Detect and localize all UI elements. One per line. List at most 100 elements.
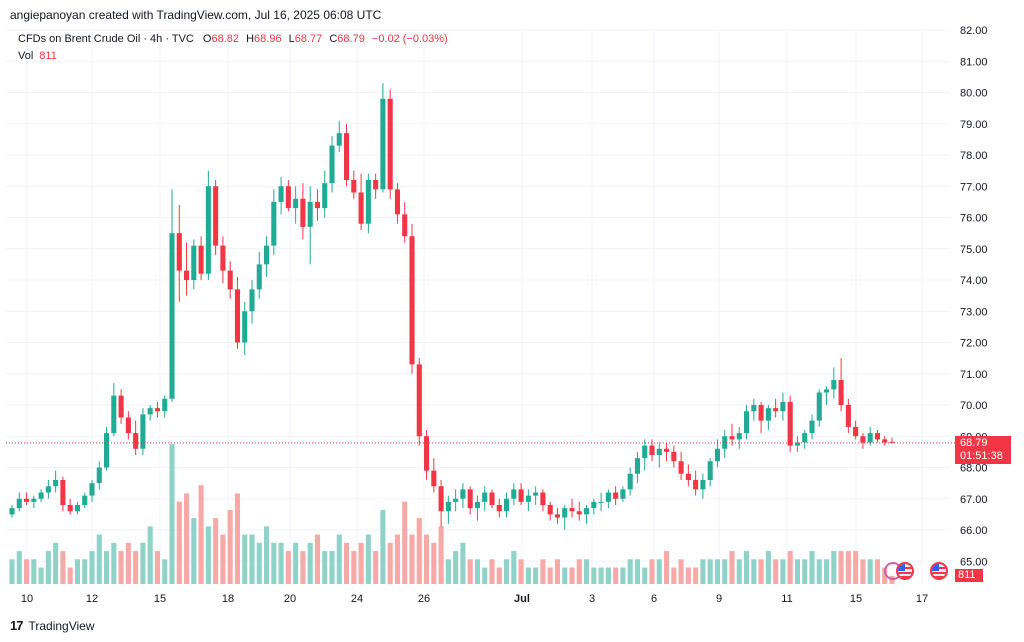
candle-body xyxy=(285,186,291,209)
candle-body xyxy=(671,451,677,462)
candle-body xyxy=(394,189,400,215)
time-tick-label: 9 xyxy=(716,593,722,605)
candle-body xyxy=(831,380,837,390)
candle-body xyxy=(533,492,539,496)
candle-body xyxy=(627,473,633,490)
time-tick-label: 15 xyxy=(154,593,166,605)
price-tick-label: 66.00 xyxy=(960,525,988,537)
price-axis: 82.00 81.00 80.00 79.00 78.00 77.00 76.00 75.00… xyxy=(960,25,988,568)
candle-body xyxy=(824,389,830,393)
volume-bar xyxy=(714,559,720,584)
volume-bar xyxy=(67,567,73,584)
volume-bar xyxy=(322,551,328,584)
volume-bar xyxy=(569,567,575,584)
candle-body xyxy=(314,201,320,209)
candle-body xyxy=(773,408,779,412)
candle-body xyxy=(191,245,197,280)
candle-body xyxy=(765,408,771,421)
candle-body xyxy=(460,489,466,499)
volume-bar xyxy=(89,551,95,584)
candle-body xyxy=(496,505,502,512)
candle-body xyxy=(271,201,277,246)
volume-bar xyxy=(620,567,626,584)
candle-body xyxy=(344,133,350,180)
volume-bar xyxy=(613,567,619,584)
candle-body xyxy=(780,401,786,412)
price-tick-label: 68.00 xyxy=(960,463,988,475)
volume-bar xyxy=(176,501,182,584)
volume-bar xyxy=(504,559,510,584)
open-value: 68.82 xyxy=(211,33,240,45)
candle-body xyxy=(38,492,44,499)
candle-body xyxy=(96,467,102,484)
volume-bar xyxy=(758,559,764,584)
last-price-value: 68.79 xyxy=(960,437,988,449)
time-tick-label: 20 xyxy=(284,593,296,605)
volume-bar xyxy=(373,551,379,584)
volume-bar xyxy=(162,559,168,584)
candle-body xyxy=(416,364,422,437)
volume-bar xyxy=(809,551,815,584)
candle-body xyxy=(664,448,670,452)
volume-bar xyxy=(816,559,822,584)
candle-body xyxy=(329,145,335,184)
volume-bar xyxy=(685,567,691,584)
volume-bar xyxy=(74,559,80,584)
volume-bar xyxy=(300,551,306,584)
time-tick-label: 26 xyxy=(418,593,430,605)
low-value: 68.77 xyxy=(294,33,323,45)
candle-body xyxy=(569,508,575,512)
candle-body xyxy=(707,461,713,480)
volume-bar xyxy=(358,542,364,584)
volume-bar xyxy=(787,551,793,584)
candle-body xyxy=(656,448,662,455)
candle-body xyxy=(373,180,379,190)
volume-bar xyxy=(213,518,219,584)
open-label: O xyxy=(202,33,212,45)
vol-label: Vol xyxy=(18,50,34,62)
volume-bar xyxy=(453,551,459,584)
volume-bar xyxy=(562,567,568,584)
candle-body xyxy=(162,398,168,412)
candle-body xyxy=(620,489,626,499)
candle-body xyxy=(889,441,895,443)
candle-body xyxy=(816,392,822,421)
volume-bar xyxy=(402,501,408,584)
candle-body xyxy=(576,511,582,515)
vol-value: 811 xyxy=(39,50,57,62)
candle-body xyxy=(300,198,306,227)
price-tick-label: 70.00 xyxy=(960,400,988,412)
candle-body xyxy=(591,501,597,509)
candle-body xyxy=(213,186,219,246)
price-tick-label: 76.00 xyxy=(960,213,988,225)
candle-body xyxy=(118,395,124,418)
footer-brand[interactable]: 17 TradingView xyxy=(10,618,95,633)
candle-body xyxy=(874,433,880,440)
change-value: −0.02 (−0.03%) xyxy=(371,33,448,45)
volume-bar xyxy=(278,542,284,584)
candle-body xyxy=(387,98,393,190)
candle-body xyxy=(751,405,757,412)
candle-body xyxy=(140,414,146,449)
us-flag-icon[interactable] xyxy=(930,562,948,580)
volume-bar xyxy=(365,534,371,584)
volume-bar xyxy=(416,518,422,584)
volume-bar xyxy=(707,559,713,584)
volume-bar xyxy=(60,551,66,584)
volume-bar xyxy=(496,567,502,584)
volume-bar xyxy=(860,559,866,584)
volume-bar xyxy=(831,551,837,584)
last-volume-tag: 811 xyxy=(955,569,983,582)
volume-bar xyxy=(169,444,175,584)
candle-body xyxy=(845,405,851,427)
candle-body xyxy=(445,501,451,512)
volume-bar xyxy=(605,567,611,584)
candle-body xyxy=(525,495,531,502)
candle-body xyxy=(744,411,750,434)
volume-bar xyxy=(838,551,844,584)
close-label: C xyxy=(329,33,338,45)
us-flag-icon[interactable] xyxy=(896,562,914,580)
volume-bar xyxy=(329,551,335,584)
candle-body xyxy=(554,514,560,518)
